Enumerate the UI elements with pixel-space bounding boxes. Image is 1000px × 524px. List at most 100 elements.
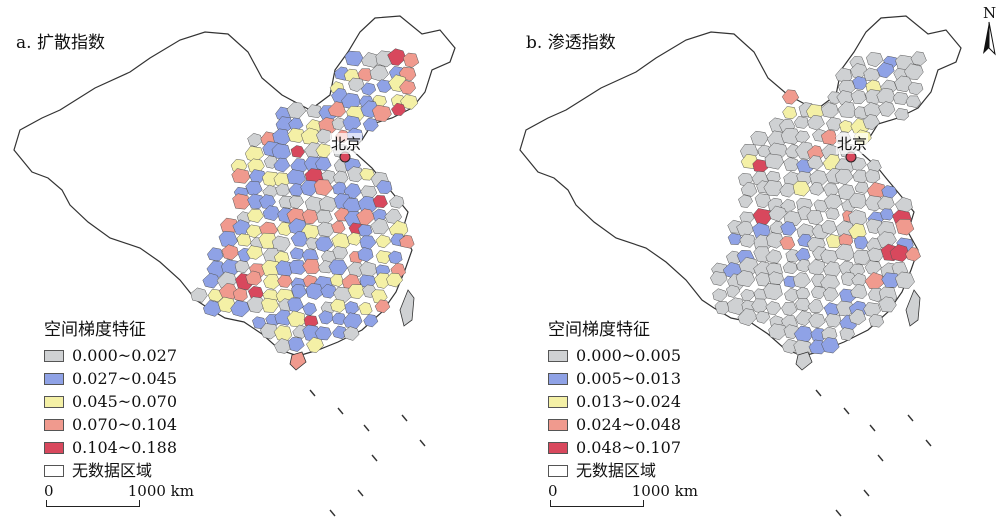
capital-label-a: 北京 xyxy=(330,133,363,154)
legend-a-item-2: 0.045~0.070 xyxy=(44,390,177,413)
region-cell-135 xyxy=(853,236,869,250)
taiwan-island xyxy=(905,289,921,327)
legend-label: 0.013~0.024 xyxy=(576,392,682,411)
region-cell-27 xyxy=(327,101,346,118)
boundary-dash-3 xyxy=(371,454,378,462)
taiwan-island xyxy=(399,289,415,327)
region-cell-38 xyxy=(825,116,843,131)
legend-a-title: 空间梯度特征 xyxy=(44,320,146,340)
legend-a-item-0: 0.000~0.027 xyxy=(44,344,177,367)
region-cell-25 xyxy=(782,106,798,120)
scale-bar-b: 0 1000 km xyxy=(548,482,698,507)
region-cell-213 xyxy=(363,314,379,328)
region-cell-22 xyxy=(400,94,419,110)
region-cell-44 xyxy=(315,128,333,144)
region-cell-126 xyxy=(727,232,743,245)
legend-label: 无数据区域 xyxy=(576,461,657,480)
legend-label: 无数据区域 xyxy=(72,461,153,480)
region-cell-15 xyxy=(894,75,914,93)
region-cell-207 xyxy=(737,308,758,327)
scale-a-start: 0 xyxy=(44,482,54,500)
legend-swatch xyxy=(548,418,568,431)
region-cell-219 xyxy=(793,325,814,342)
legend-b-title: 空间梯度特征 xyxy=(548,320,650,340)
region-cell-136 xyxy=(207,247,224,262)
boundary-dash-3 xyxy=(877,454,884,462)
region-cell-128 xyxy=(305,237,320,250)
region-cell-204 xyxy=(374,299,391,314)
region-cell-211 xyxy=(795,310,813,326)
region-cell-78 xyxy=(740,182,758,197)
legend-swatch xyxy=(548,441,568,454)
region-cell-42 xyxy=(287,127,306,143)
scale-b-start: 0 xyxy=(548,482,558,500)
region-cell-12 xyxy=(852,76,868,90)
region-cell-89 xyxy=(738,194,753,208)
region-cell-177 xyxy=(386,272,404,288)
region-cell-217 xyxy=(768,323,788,341)
region-cell-206 xyxy=(878,296,897,313)
region-cell-218 xyxy=(314,326,332,341)
legend-swatch xyxy=(44,395,64,408)
region-cell-152 xyxy=(234,260,250,274)
region-cell-38 xyxy=(362,117,379,132)
region-cell-60 xyxy=(315,156,332,172)
region-cell-205 xyxy=(252,316,267,329)
legend-b-item-4: 0.048~0.107 xyxy=(548,436,681,459)
region-cell-7 xyxy=(357,68,374,82)
region-cell-173 xyxy=(330,273,345,287)
panel-a-title: a. 扩散指数 xyxy=(16,33,105,53)
region-cell-169 xyxy=(735,270,756,288)
scale-a-line xyxy=(46,500,140,507)
legend-b-item-1: 0.005~0.013 xyxy=(548,367,681,390)
region-cell-86 xyxy=(854,181,870,194)
legend-label: 0.104~0.188 xyxy=(72,438,178,457)
region-cell-3 xyxy=(387,48,407,66)
region-cell-213 xyxy=(824,313,842,328)
region-cell-189 xyxy=(347,284,366,299)
region-cell-145 xyxy=(332,246,348,260)
region-cell-82 xyxy=(792,180,811,197)
legend-swatch xyxy=(44,349,64,362)
region-cell-187 xyxy=(320,283,337,299)
legend-swatch xyxy=(44,418,64,431)
region-cell-71 xyxy=(347,166,365,183)
region-cell-17 xyxy=(781,89,800,105)
legend-b-item-3: 0.024~0.048 xyxy=(548,413,681,436)
region-cell-41 xyxy=(862,114,881,130)
region-cell-220 xyxy=(343,326,360,341)
region-cell-201 xyxy=(807,299,824,314)
boundary-dash-0 xyxy=(309,389,316,397)
region-cell-148 xyxy=(375,250,393,265)
region-cell-155 xyxy=(738,257,760,275)
region-cell-47 xyxy=(820,129,838,145)
scale-b-end: 1000 km xyxy=(631,482,698,500)
region-cell-200 xyxy=(795,298,811,312)
boundary-dash-6 xyxy=(907,414,914,422)
region-cell-90 xyxy=(754,193,772,209)
region-cell-18 xyxy=(827,91,842,104)
region-cell-30 xyxy=(371,104,392,122)
region-cell-195 xyxy=(727,297,746,315)
legend-label: 0.048~0.107 xyxy=(576,438,682,457)
boundary-dash-6 xyxy=(401,414,408,422)
region-cell-139 xyxy=(246,245,263,260)
legend-b: 空间梯度特征 0.000~0.005 0.005~0.013 0.013~0.024… xyxy=(548,315,681,482)
capital-label-b: 北京 xyxy=(836,133,869,154)
legend-a-item-5: 无数据区域 xyxy=(44,459,177,482)
region-cell-196 xyxy=(261,297,279,313)
region-cell-78 xyxy=(288,183,305,197)
region-cell-44 xyxy=(780,128,801,145)
boundary-dash-4 xyxy=(863,489,870,497)
region-cell-20 xyxy=(850,89,867,105)
region-cell-133 xyxy=(825,234,842,249)
region-cell-102 xyxy=(301,209,319,225)
region-cell-188 xyxy=(810,285,827,300)
region-cell-176 xyxy=(840,271,857,287)
legend-label: 0.005~0.013 xyxy=(576,369,682,388)
region-cell-211 xyxy=(331,312,347,326)
legend-a-item-1: 0.027~0.045 xyxy=(44,367,177,390)
panel-b-title: b. 渗透指数 xyxy=(526,33,616,53)
region-cell-107 xyxy=(825,207,840,220)
boundary-dash-1 xyxy=(337,407,344,415)
